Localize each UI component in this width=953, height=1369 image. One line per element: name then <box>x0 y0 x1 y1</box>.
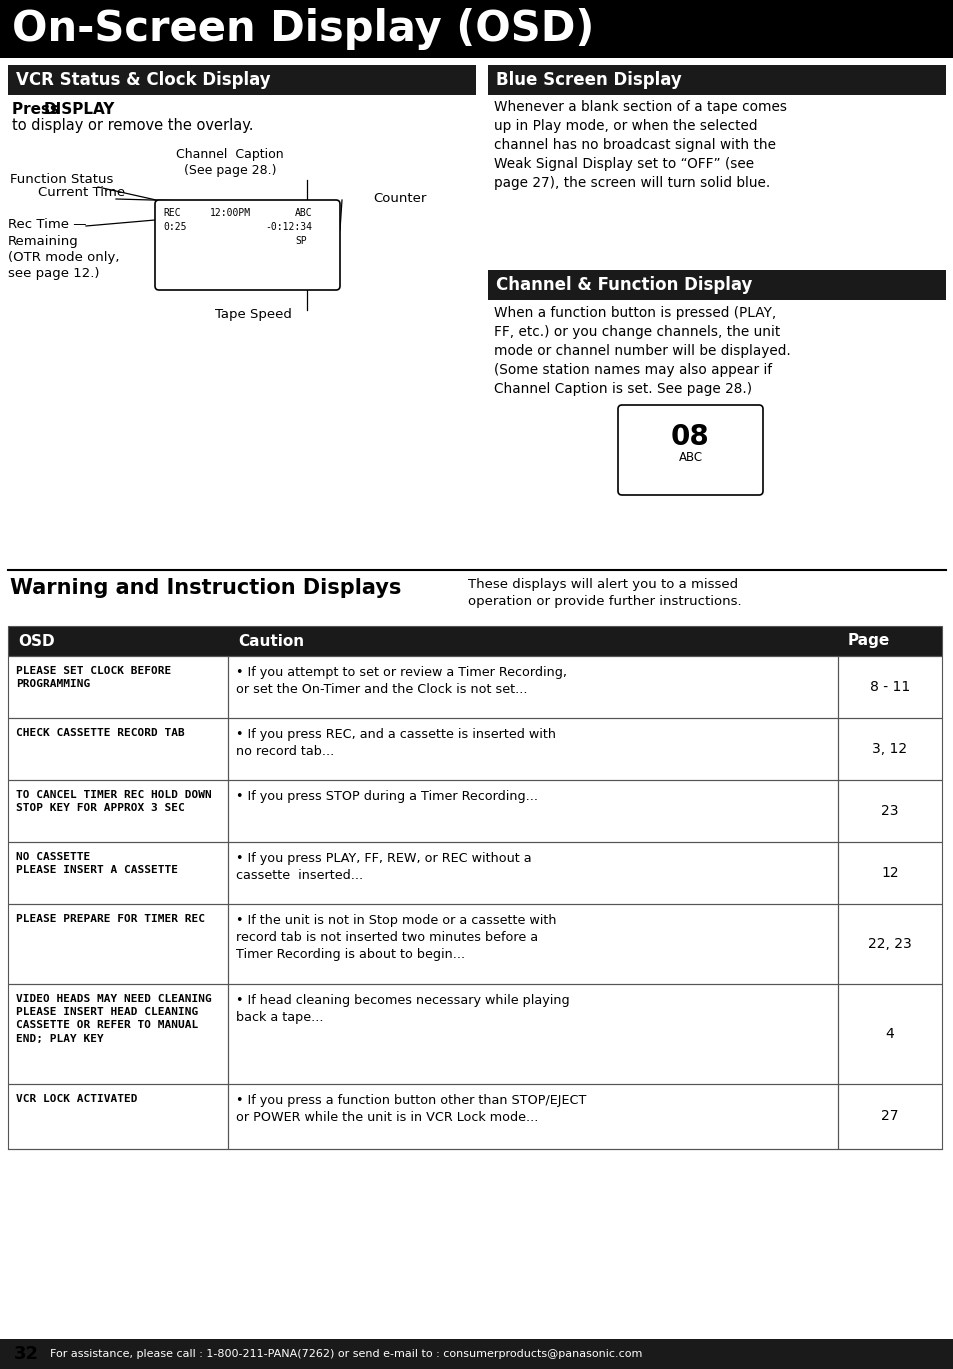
Text: NO CASSETTE
PLEASE INSERT A CASSETTE: NO CASSETTE PLEASE INSERT A CASSETTE <box>16 852 178 875</box>
Bar <box>8 626 941 656</box>
Text: PLEASE SET CLOCK BEFORE
PROGRAMMING: PLEASE SET CLOCK BEFORE PROGRAMMING <box>16 665 172 689</box>
Bar <box>8 1084 228 1149</box>
Text: SP: SP <box>294 235 307 246</box>
Text: • If you press a function button other than STOP/EJECT
or POWER while the unit i: • If you press a function button other t… <box>235 1094 586 1124</box>
Text: Whenever a blank section of a tape comes
up in Play mode, or when the selected
c: Whenever a blank section of a tape comes… <box>494 100 786 190</box>
Bar <box>837 626 941 656</box>
Text: On-Screen Display (OSD): On-Screen Display (OSD) <box>12 8 594 51</box>
Text: 4: 4 <box>884 1027 893 1040</box>
Text: 27: 27 <box>881 1109 898 1124</box>
Text: Function Status: Function Status <box>10 172 113 186</box>
Bar <box>228 656 837 717</box>
Bar <box>837 780 941 842</box>
Bar <box>228 842 837 904</box>
Text: Caution: Caution <box>237 634 304 649</box>
Bar <box>228 984 837 1084</box>
Bar <box>488 270 945 300</box>
Text: 8 - 11: 8 - 11 <box>869 680 909 694</box>
Text: ABC: ABC <box>294 208 313 218</box>
Text: to display or remove the overlay.: to display or remove the overlay. <box>12 118 253 133</box>
Text: • If you attempt to set or review a Timer Recording,
or set the On-Timer and the: • If you attempt to set or review a Time… <box>235 665 566 695</box>
Text: 08: 08 <box>670 423 709 450</box>
Text: 3, 12: 3, 12 <box>872 742 906 756</box>
Text: When a function button is pressed (PLAY,
FF, etc.) or you change channels, the u: When a function button is pressed (PLAY,… <box>494 307 790 396</box>
Text: Counter: Counter <box>373 192 426 205</box>
Text: DISPLAY: DISPLAY <box>44 103 115 116</box>
Bar <box>837 656 941 717</box>
Text: For assistance, please call : 1-800-211-PANA(7262) or send e-mail to : consumerp: For assistance, please call : 1-800-211-… <box>50 1348 641 1359</box>
Text: • If you press PLAY, FF, REW, or REC without a
cassette  inserted...: • If you press PLAY, FF, REW, or REC wit… <box>235 852 531 882</box>
Text: Warning and Instruction Displays: Warning and Instruction Displays <box>10 578 401 598</box>
Text: VCR Status & Clock Display: VCR Status & Clock Display <box>16 71 271 89</box>
Text: These displays will alert you to a missed
operation or provide further instructi: These displays will alert you to a misse… <box>468 578 740 608</box>
Bar <box>228 904 837 984</box>
Text: Press: Press <box>12 103 64 116</box>
Text: VCR LOCK ACTIVATED: VCR LOCK ACTIVATED <box>16 1094 137 1103</box>
Bar <box>0 0 953 57</box>
Text: ABC: ABC <box>678 450 701 464</box>
Text: Page: Page <box>847 634 889 649</box>
Bar <box>8 984 228 1084</box>
Bar <box>228 1084 837 1149</box>
Text: Blue Screen Display: Blue Screen Display <box>496 71 681 89</box>
Text: 22, 23: 22, 23 <box>867 936 911 951</box>
Bar <box>8 717 228 780</box>
Text: OSD: OSD <box>18 634 54 649</box>
Bar <box>837 984 941 1084</box>
Text: • If you press REC, and a cassette is inserted with
no record tab...: • If you press REC, and a cassette is in… <box>235 728 556 758</box>
Text: 12: 12 <box>881 867 898 880</box>
Text: • If the unit is not in Stop mode or a cassette with
record tab is not inserted : • If the unit is not in Stop mode or a c… <box>235 914 556 961</box>
Text: VIDEO HEADS MAY NEED CLEANING
PLEASE INSERT HEAD CLEANING
CASSETTE OR REFER TO M: VIDEO HEADS MAY NEED CLEANING PLEASE INS… <box>16 994 212 1043</box>
Bar <box>488 64 945 94</box>
Bar <box>8 64 476 94</box>
Bar <box>8 780 228 842</box>
Text: Current Time: Current Time <box>38 186 125 199</box>
FancyBboxPatch shape <box>618 405 762 496</box>
Bar <box>8 626 228 656</box>
Bar <box>228 780 837 842</box>
Text: 0:25: 0:25 <box>163 222 186 231</box>
Text: REC: REC <box>163 208 180 218</box>
Bar <box>0 1339 953 1369</box>
Text: -0:12:34: -0:12:34 <box>265 222 312 231</box>
Text: Channel & Function Display: Channel & Function Display <box>496 277 752 294</box>
Bar <box>837 717 941 780</box>
Bar <box>837 1084 941 1149</box>
Text: PLEASE PREPARE FOR TIMER REC: PLEASE PREPARE FOR TIMER REC <box>16 914 205 924</box>
Bar <box>8 904 228 984</box>
Text: TO CANCEL TIMER REC HOLD DOWN
STOP KEY FOR APPROX 3 SEC: TO CANCEL TIMER REC HOLD DOWN STOP KEY F… <box>16 790 212 813</box>
Text: Tape Speed: Tape Speed <box>214 308 292 320</box>
Bar <box>228 717 837 780</box>
Text: Channel  Caption
(See page 28.): Channel Caption (See page 28.) <box>176 148 283 177</box>
Bar <box>837 904 941 984</box>
Bar <box>228 626 837 656</box>
Bar <box>837 842 941 904</box>
FancyBboxPatch shape <box>154 200 339 290</box>
Bar <box>8 656 228 717</box>
Text: 12:00PM: 12:00PM <box>210 208 251 218</box>
Text: • If head cleaning becomes necessary while playing
back a tape...: • If head cleaning becomes necessary whi… <box>235 994 569 1024</box>
Text: 32: 32 <box>14 1344 39 1364</box>
Text: • If you press STOP during a Timer Recording...: • If you press STOP during a Timer Recor… <box>235 790 537 804</box>
Bar <box>8 842 228 904</box>
Text: Rec Time —
Remaining
(OTR mode only,
see page 12.): Rec Time — Remaining (OTR mode only, see… <box>8 218 119 281</box>
Text: 23: 23 <box>881 804 898 819</box>
Text: CHECK CASSETTE RECORD TAB: CHECK CASSETTE RECORD TAB <box>16 728 185 738</box>
